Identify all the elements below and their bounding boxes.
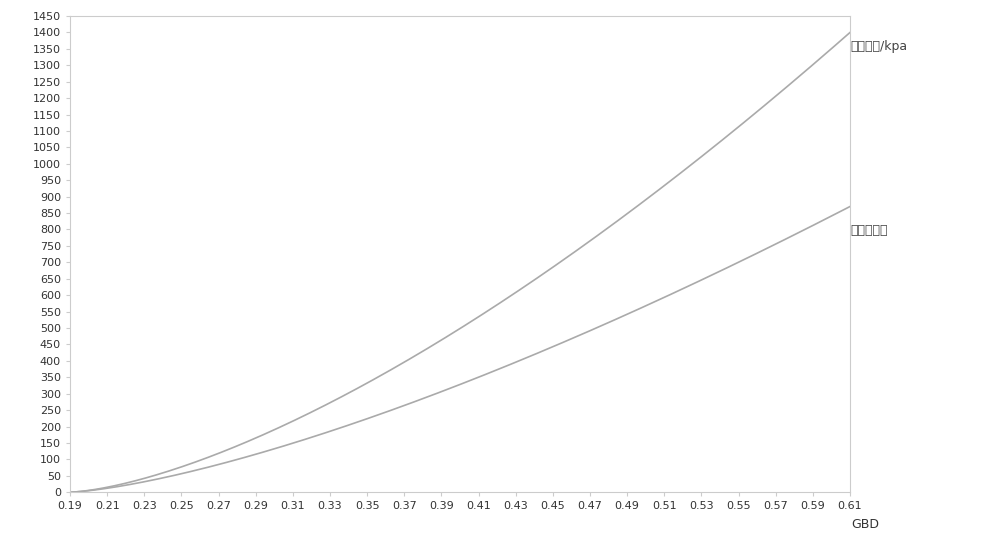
Text: 峰値压力/kpa: 峰値压力/kpa <box>850 40 907 53</box>
X-axis label: GBD: GBD <box>852 518 880 531</box>
Text: 回弹后压力: 回弹后压力 <box>850 224 888 237</box>
